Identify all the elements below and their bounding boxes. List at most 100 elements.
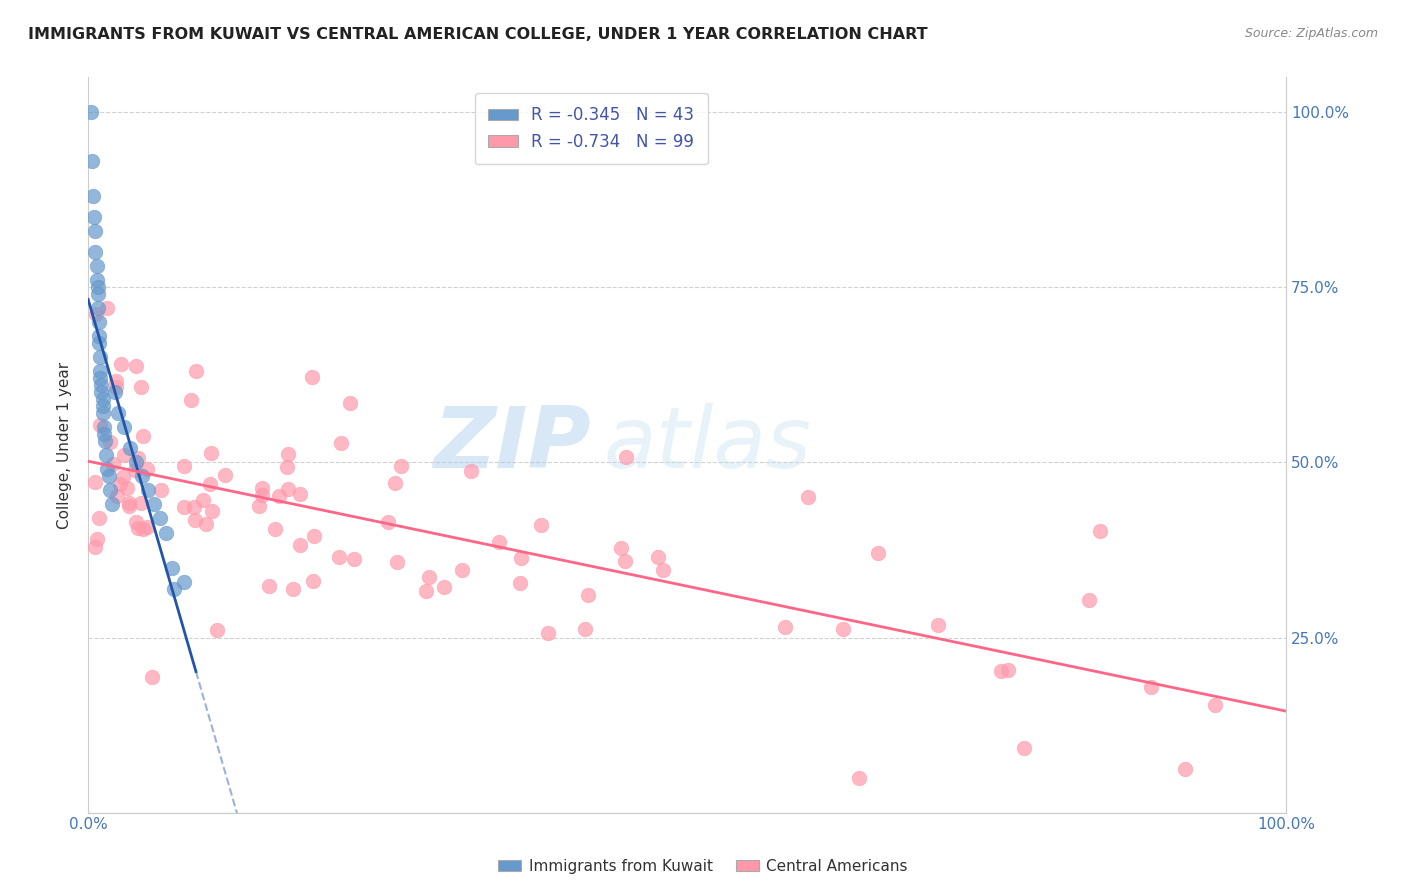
Point <box>124 462 146 476</box>
Text: ZIP: ZIP <box>433 403 592 486</box>
Point <box>418 570 440 584</box>
Point <box>339 396 361 410</box>
Point <box>135 520 157 534</box>
Point <box>89 351 111 365</box>
Point <box>125 515 148 529</box>
Text: atlas: atlas <box>603 403 811 486</box>
Point <box>87 316 110 330</box>
Point <box>127 451 149 466</box>
Point <box>191 493 214 508</box>
Point <box>129 496 152 510</box>
Point <box>125 359 148 373</box>
Point <box>91 400 114 414</box>
Point <box>89 418 111 433</box>
Point <box>290 487 312 501</box>
Point <box>302 574 325 588</box>
Point <box>384 475 406 490</box>
Point <box>149 511 172 525</box>
Point <box>97 469 120 483</box>
Point <box>1174 762 1197 776</box>
Point <box>163 582 186 596</box>
Point <box>89 371 111 385</box>
Point <box>80 154 103 169</box>
Point <box>84 224 107 238</box>
Point <box>132 429 155 443</box>
Point <box>647 550 669 565</box>
Point <box>377 515 399 529</box>
Point <box>997 663 1019 677</box>
Point <box>91 407 114 421</box>
Point <box>112 420 135 434</box>
Point <box>89 511 111 525</box>
Point <box>927 617 949 632</box>
Point <box>277 482 299 496</box>
Point <box>104 374 127 388</box>
Point <box>83 541 105 555</box>
Point <box>614 450 637 464</box>
Point <box>111 470 134 484</box>
Point <box>82 189 104 203</box>
Point <box>609 541 631 556</box>
Point <box>184 364 207 378</box>
Point <box>110 357 132 371</box>
Point <box>257 579 280 593</box>
Point <box>1088 524 1111 538</box>
Point <box>87 280 110 294</box>
Point <box>1204 698 1226 713</box>
Point <box>83 211 105 225</box>
Point <box>276 460 298 475</box>
Point <box>105 489 128 503</box>
Point <box>530 517 553 532</box>
Point <box>79 105 101 120</box>
Point <box>87 329 110 343</box>
Point <box>118 496 141 510</box>
Point <box>90 378 112 392</box>
Point <box>155 525 177 540</box>
Point <box>283 582 305 596</box>
Point <box>201 504 224 518</box>
Point <box>252 488 274 502</box>
Point <box>252 481 274 495</box>
Point <box>574 623 596 637</box>
Y-axis label: College, Under 1 year: College, Under 1 year <box>58 361 72 529</box>
Point <box>136 462 159 476</box>
Legend: R = -0.345   N = 43, R = -0.734   N = 99: R = -0.345 N = 43, R = -0.734 N = 99 <box>475 93 707 164</box>
Point <box>180 393 202 408</box>
Point <box>149 483 172 497</box>
Point <box>328 550 350 565</box>
Point <box>118 499 141 513</box>
Point <box>460 464 482 478</box>
Point <box>110 477 132 491</box>
Point <box>194 516 217 531</box>
Point <box>343 552 366 566</box>
Point <box>84 475 107 490</box>
Point <box>86 533 108 547</box>
Point <box>117 481 139 495</box>
Point <box>389 458 412 473</box>
Point <box>104 380 127 394</box>
Point <box>509 575 531 590</box>
Point <box>87 336 110 351</box>
Point <box>200 446 222 460</box>
Point <box>1140 680 1163 694</box>
Point <box>93 427 115 442</box>
Point <box>125 455 148 469</box>
Point <box>207 623 229 637</box>
Point <box>143 498 166 512</box>
Point <box>98 434 121 449</box>
Point <box>93 420 115 434</box>
Point <box>797 490 820 504</box>
Point <box>136 483 159 498</box>
Text: Source: ZipAtlas.com: Source: ZipAtlas.com <box>1244 27 1378 40</box>
Point <box>450 563 472 577</box>
Point <box>301 370 323 384</box>
Point <box>96 462 118 476</box>
Point <box>385 555 408 569</box>
Point <box>773 619 796 633</box>
Point <box>141 670 163 684</box>
Point <box>101 457 124 471</box>
Point <box>848 771 870 785</box>
Point <box>288 538 311 552</box>
Point <box>184 513 207 527</box>
Point <box>86 260 108 274</box>
